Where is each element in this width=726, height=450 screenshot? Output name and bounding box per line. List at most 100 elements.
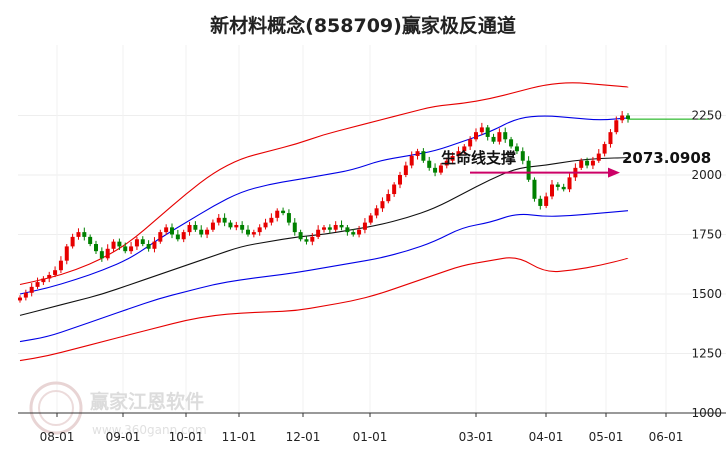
candle-body-70 (427, 160, 432, 168)
candle-body-19 (129, 246, 134, 252)
watermark-site: www.360gann.com (92, 423, 207, 437)
candle-body-79 (479, 127, 484, 133)
candle-body-64 (392, 184, 397, 195)
candle-body-101 (608, 132, 613, 145)
candle-body-48 (298, 232, 303, 240)
candle-body-68 (415, 151, 420, 156)
candle-body-87 (526, 160, 531, 180)
candle-body-44 (275, 210, 280, 218)
candle-body-11 (82, 232, 87, 237)
x-tick-label-7: 04-01 (529, 430, 564, 444)
candle-body-84 (509, 139, 514, 147)
annotation-label: 生命线支撑 (441, 149, 516, 167)
candle-body-33 (210, 222, 215, 230)
outer-lower-band (19, 257, 629, 362)
candle-body-78 (474, 132, 478, 140)
candle-body-34 (216, 217, 221, 223)
candle-body-30 (193, 224, 198, 230)
candle-body-67 (409, 155, 414, 166)
x-tick-label-8: 05-01 (589, 430, 624, 444)
candle-body-80 (485, 127, 490, 137)
candle-body-72 (438, 165, 443, 173)
candle-body-17 (117, 241, 122, 247)
candle-body-43 (269, 217, 274, 223)
candle-body-18 (123, 246, 128, 252)
candle-body-100 (602, 144, 607, 154)
candle-body-45 (281, 210, 286, 214)
candle-body-63 (386, 194, 391, 202)
candle-body-103 (620, 115, 625, 121)
candle-body-49 (304, 239, 309, 242)
candle-body-58 (357, 229, 362, 235)
candle-body-51 (316, 229, 321, 237)
candle-body-91 (550, 184, 554, 197)
candle-body-89 (538, 198, 543, 206)
candle-body-41 (257, 227, 262, 233)
watermark-logo-inner (38, 390, 74, 426)
y-tick-label-2: 1500 (691, 287, 722, 301)
candle-body-5 (47, 274, 52, 279)
candle-body-93 (561, 186, 566, 190)
inner-upper-band (19, 115, 629, 295)
candle-body-16 (111, 241, 116, 249)
y-tick-label-3: 1750 (691, 228, 722, 242)
candle-body-56 (345, 227, 350, 233)
candle-body-86 (520, 151, 525, 161)
candle-body-88 (532, 179, 537, 199)
candle-body-71 (433, 167, 438, 173)
candle-body-94 (567, 177, 572, 190)
candle-body-61 (374, 208, 379, 216)
candle-body-65 (398, 175, 402, 185)
grid (18, 45, 726, 414)
x-tick-label-4: 12-01 (286, 430, 321, 444)
candle-body-20 (134, 239, 139, 247)
candle-body-40 (251, 232, 256, 235)
candle-body-26 (170, 227, 174, 235)
mid-life-line (19, 157, 629, 316)
candle-body-74 (450, 155, 455, 161)
x-tick-label-0: 08-01 (40, 430, 75, 444)
candles (18, 110, 710, 303)
x-tick-label-5: 01-01 (353, 430, 388, 444)
candle-body-9 (70, 236, 75, 247)
candle-body-15 (105, 248, 110, 259)
arrow-head (608, 167, 620, 178)
y-tick-label-4: 2000 (691, 168, 722, 182)
candle-body-4 (41, 278, 46, 283)
candle-body-7 (58, 260, 63, 271)
watermark: 赢家江恩软件 www.360gann.com (29, 381, 207, 437)
y-tick-label-1: 1250 (691, 347, 722, 361)
x-tick-label-2: 10-01 (169, 430, 204, 444)
candle-body-62 (380, 201, 385, 209)
candle-body-75 (456, 151, 461, 156)
candle-body-14 (99, 251, 104, 259)
candle-body-31 (199, 229, 204, 235)
lifeline-annotation: 生命线支撑 2073.0908 (441, 149, 711, 178)
candle-body-36 (228, 222, 233, 228)
candle-body-25 (164, 227, 169, 233)
candle-body-53 (327, 227, 332, 230)
x-tick-label-3: 11-01 (222, 430, 257, 444)
candle-body-37 (234, 224, 239, 228)
candle-body-73 (444, 160, 449, 166)
candle-body-99 (596, 153, 601, 161)
channel-bands (19, 82, 629, 362)
candle-body-82 (497, 132, 502, 142)
chart-title: 新材料概念(858709)赢家极反通道 (210, 14, 516, 37)
candle-body-69 (421, 151, 426, 161)
candle-body-55 (339, 224, 344, 228)
candle-body-24 (158, 232, 163, 242)
candle-body-57 (351, 232, 356, 235)
candle-body-50 (310, 236, 315, 242)
candle-body-66 (403, 165, 408, 175)
candle-body-2 (29, 286, 34, 293)
candle-body-12 (88, 236, 93, 245)
candle-body-23 (152, 241, 157, 249)
x-tick-label-6: 03-01 (459, 430, 494, 444)
y-tick-label-0: 1000 (691, 406, 722, 420)
candle-body-22 (146, 244, 151, 249)
candle-body-83 (503, 132, 508, 140)
candle-body-97 (585, 160, 590, 166)
candle-body-39 (246, 229, 250, 235)
